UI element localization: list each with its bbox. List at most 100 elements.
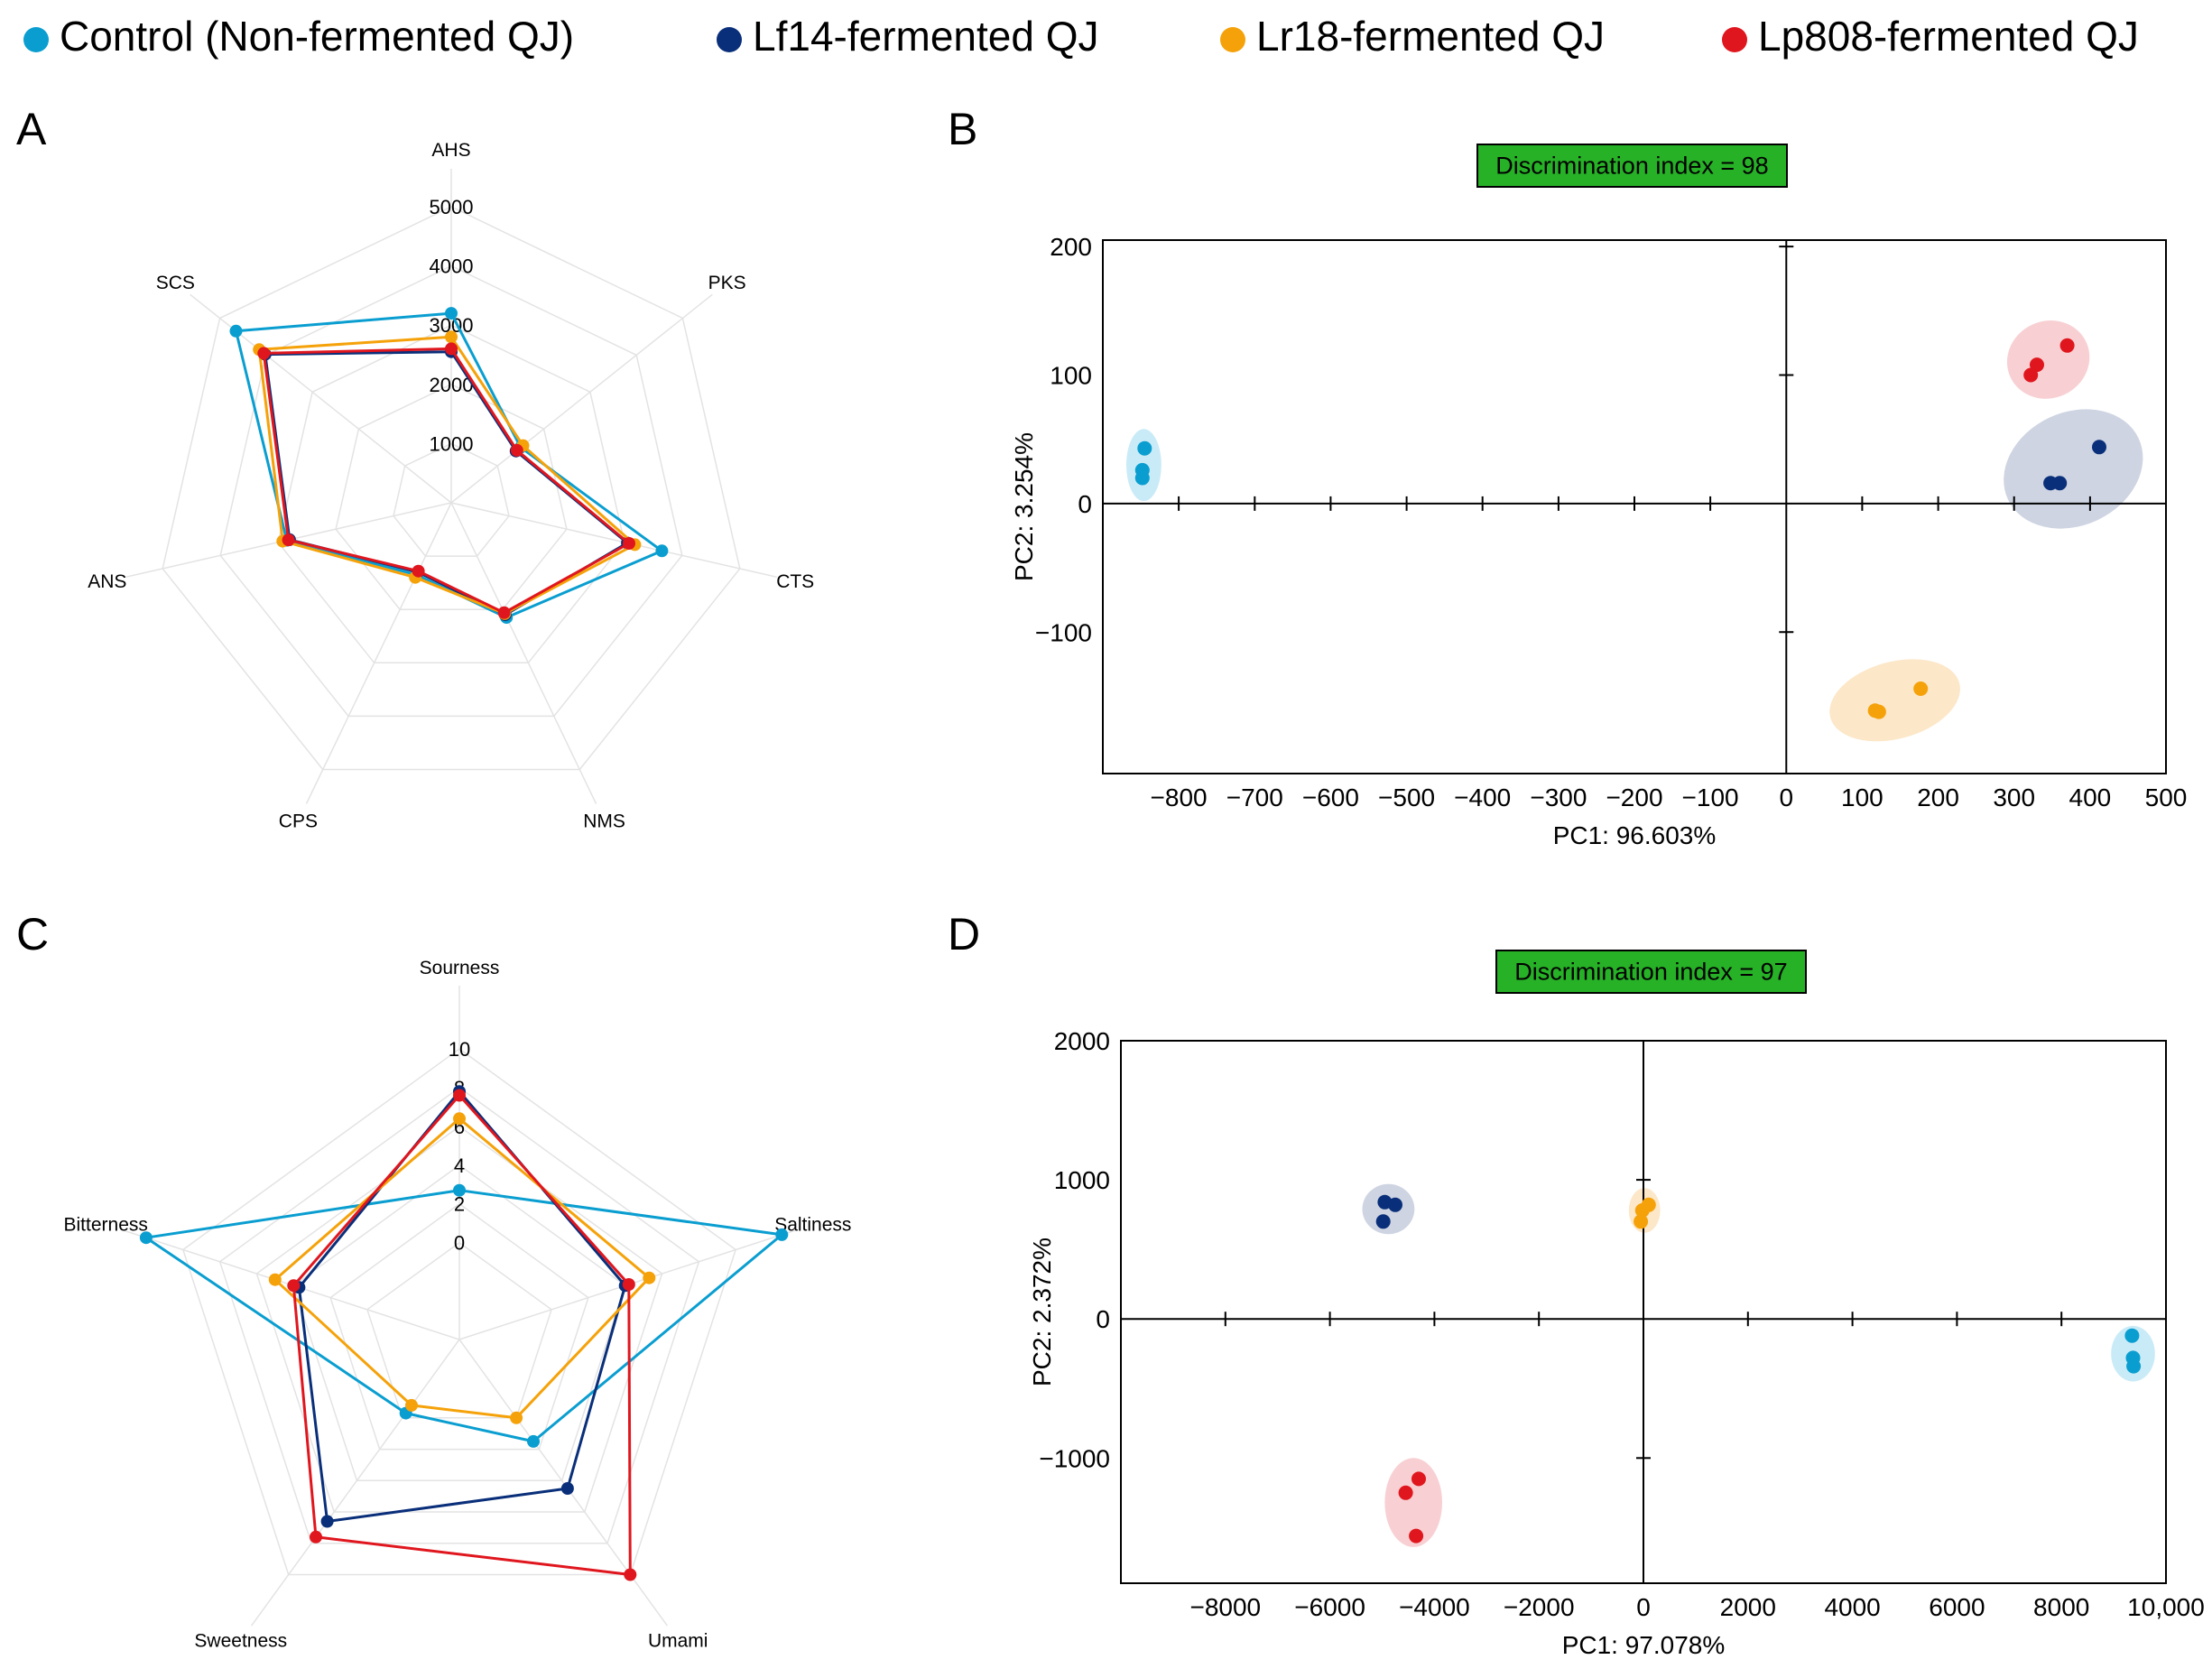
radar-series-line <box>144 1189 783 1443</box>
x-tick-label: 2000 <box>1720 1593 1776 1621</box>
x-axis-label: PC1: 97.078% <box>1562 1631 1726 1659</box>
discrimination-index-background <box>1495 950 1807 994</box>
scatter-point <box>1411 1471 1426 1487</box>
radar-series-lp808-fermented-qj <box>257 342 635 619</box>
x-tick-label: −600 <box>1302 783 1359 811</box>
scatter-series-lp808-fermented-qj <box>2023 338 2075 383</box>
scatter-point <box>1634 1203 1650 1218</box>
scatter-point <box>2052 476 2068 491</box>
x-tick-label: 6000 <box>1929 1593 1985 1621</box>
radar-ring-label: 2000 <box>430 374 474 396</box>
radar-axis-label-sweetness: Sweetness <box>194 1630 287 1651</box>
legend-item-control: Control (Non-fermented QJ) <box>23 13 574 60</box>
scatter-point <box>2126 1358 2142 1374</box>
radar-data-point <box>560 1482 574 1495</box>
radar-series-lp808-fermented-qj <box>287 1089 637 1581</box>
radar-ring-label: 0 <box>454 1232 465 1255</box>
x-tick-label: −2000 <box>1504 1593 1575 1621</box>
legend-label: Lp808-fermented QJ <box>1758 13 2139 60</box>
radar-data-point <box>623 537 635 550</box>
scatter-point <box>1137 440 1152 456</box>
legend-marker-icon <box>23 27 49 52</box>
radar-spoke <box>450 502 777 579</box>
scatter-point <box>2030 357 2044 373</box>
x-tick-label: 8000 <box>2033 1593 2089 1621</box>
radar-data-point <box>643 1271 656 1284</box>
radar-data-point <box>310 1530 322 1544</box>
x-tick-label: −800 <box>1151 783 1208 811</box>
confidence-ellipse-lp808-fermented-qj <box>2006 320 2090 399</box>
radar-data-point <box>412 564 425 578</box>
y-tick-label: 0 <box>1078 490 1092 518</box>
radar-spoke <box>250 1339 460 1627</box>
radar-ring-label: 1000 <box>430 432 474 455</box>
radar-grid-ring <box>162 206 741 771</box>
scatter-point <box>1134 470 1150 486</box>
x-tick-label: 200 <box>1917 783 1959 811</box>
x-tick-label: −6000 <box>1294 1593 1365 1621</box>
radar-axis-label-cps: CPS <box>279 811 318 831</box>
radar-series-line <box>257 335 636 616</box>
radar-grid-ring <box>255 1125 663 1513</box>
radar-axis-label-cts: CTS <box>776 571 814 592</box>
radar-axis-label-sourness: Sourness <box>420 958 500 978</box>
x-tick-label: 10,000 <box>2127 1593 2205 1621</box>
panel-label-b: B <box>948 104 977 154</box>
radar-data-point <box>229 324 243 338</box>
legend-marker-icon <box>1220 27 1245 52</box>
radar-data-point <box>405 1398 418 1412</box>
scatter-point <box>1375 1214 1391 1229</box>
radar-data-point <box>320 1515 334 1528</box>
confidence-ellipse-lp808-fermented-qj <box>1384 1458 1442 1547</box>
radar-data-point <box>139 1231 153 1245</box>
panel-label-a: A <box>16 104 47 154</box>
x-tick-label: 300 <box>1993 783 2035 811</box>
x-tick-label: 400 <box>2069 783 2112 811</box>
radar-spoke <box>450 293 713 504</box>
radar-grid-ring <box>219 264 683 718</box>
radar-chart-c: 0246810SournessSaltinessUmamiSweetnessBi… <box>64 958 852 1651</box>
radar-data-point <box>445 307 458 320</box>
x-tick-label: −400 <box>1454 783 1511 811</box>
discrimination-index-box: Discrimination index = 98 <box>1476 144 1788 188</box>
radar-data-point <box>527 1434 540 1448</box>
scatter-point <box>1913 681 1929 696</box>
radar-series-lr18-fermented-qj <box>268 1112 656 1424</box>
legend-label: Control (Non-fermented QJ) <box>60 13 574 60</box>
discrimination-index-background <box>1476 144 1788 188</box>
scatter-series-control-non-fermented-qj <box>1134 440 1152 486</box>
x-tick-label: 0 <box>1636 1593 1651 1621</box>
radar-ring-label: 2 <box>454 1193 465 1216</box>
scatter-series-lr18-fermented-qj <box>1634 1197 1656 1229</box>
discrimination-index-text: Discrimination index = 97 <box>1514 959 1787 986</box>
radar-spoke <box>190 293 452 504</box>
x-tick-label: −700 <box>1226 783 1283 811</box>
radar-data-point <box>622 1278 635 1291</box>
radar-axis-label-ans: ANS <box>88 571 126 592</box>
radar-ring-label: 4000 <box>430 255 474 278</box>
legend-item-lf14: Lf14-fermented QJ <box>717 13 1099 60</box>
scatter-series-control-non-fermented-qj <box>2124 1328 2142 1374</box>
radar-data-point <box>775 1228 789 1241</box>
radar-data-point <box>268 1273 282 1286</box>
x-tick-label: 4000 <box>1824 1593 1880 1621</box>
radar-axis-label-scs: SCS <box>156 273 195 293</box>
radar-data-point <box>445 342 458 356</box>
radar-grid-ring <box>292 1163 626 1482</box>
radar-data-point <box>287 1279 301 1293</box>
x-axis-label: PC1: 96.603% <box>1553 821 1717 849</box>
y-tick-label: 100 <box>1050 362 1092 390</box>
radar-grid-ring <box>218 1086 700 1544</box>
pca-scatter-d: Discrimination index = 97 −8000 −6000 −4000… <box>1028 950 2205 1659</box>
radar-axis-label-umami: Umami <box>648 1630 708 1651</box>
radar-data-point <box>453 1183 466 1197</box>
x-tick-label: −8000 <box>1189 1593 1261 1621</box>
radar-data-point <box>257 347 271 360</box>
radar-data-point <box>453 1089 466 1102</box>
legend-label: Lr18-fermented QJ <box>1256 13 1605 60</box>
scatter-point <box>2059 338 2075 353</box>
radar-data-point <box>497 606 511 619</box>
radar-data-point <box>510 1411 523 1424</box>
confidence-ellipse-lf14-fermented-qj <box>2004 409 2143 529</box>
